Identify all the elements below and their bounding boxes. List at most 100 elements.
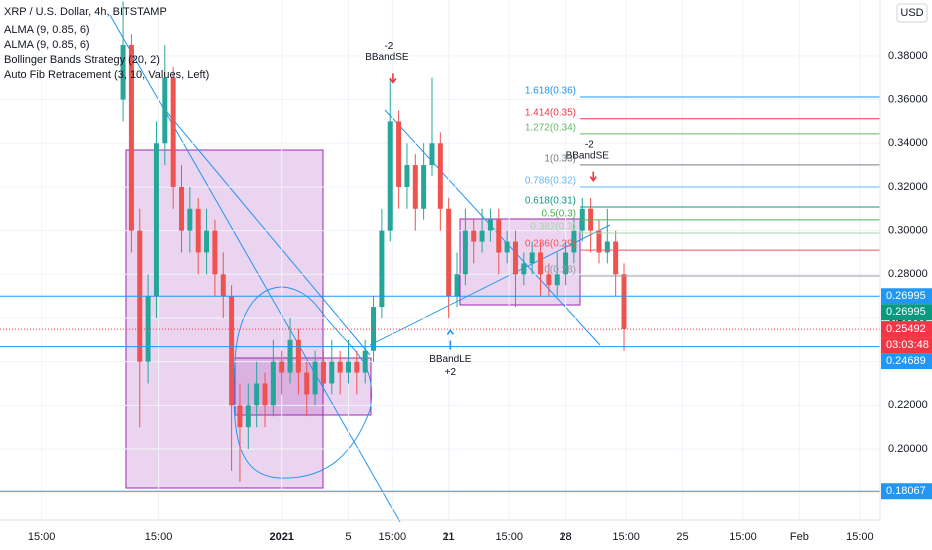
fib-label: 0(0.28) bbox=[544, 265, 576, 276]
currency-button[interactable] bbox=[896, 3, 928, 23]
candle-body bbox=[396, 121, 402, 187]
x-tick-label: 15:00 bbox=[729, 531, 757, 543]
price-tag bbox=[881, 304, 932, 321]
marks bbox=[0, 1, 880, 492]
y-tick-label: 0.22000 bbox=[888, 399, 928, 411]
candle-body bbox=[446, 208, 452, 297]
candle-body bbox=[479, 230, 485, 242]
candle-body bbox=[179, 186, 185, 231]
candle-body bbox=[404, 165, 410, 187]
signal-arrow bbox=[389, 73, 397, 84]
candle-body bbox=[421, 165, 427, 209]
candle-body bbox=[429, 143, 435, 166]
fib-label: 0.5(0.3) bbox=[542, 209, 576, 220]
candle-body bbox=[295, 339, 301, 373]
price-tag-label: 0.24689 bbox=[886, 355, 926, 367]
candle-body bbox=[379, 230, 385, 308]
y-tick-label: 0.28000 bbox=[888, 268, 928, 280]
candle-body bbox=[613, 241, 619, 275]
candle-body bbox=[162, 77, 168, 144]
candle-body bbox=[496, 219, 502, 253]
legend-item: ALMA (9, 0.85, 6) bbox=[4, 24, 90, 36]
fib-label: 1.618(0.36) bbox=[525, 86, 576, 97]
candle-body bbox=[312, 361, 318, 395]
x-tick-label: 15:00 bbox=[379, 531, 407, 543]
candle-body bbox=[204, 230, 210, 253]
price-tag-label: 0.25492 bbox=[886, 323, 926, 335]
x-tick-label: 15:00 bbox=[28, 531, 56, 543]
legend-item: ALMA (9, 0.85, 6) bbox=[4, 39, 90, 51]
candle-body bbox=[554, 274, 560, 286]
x-tick-label: 15:00 bbox=[846, 531, 874, 543]
candle-body bbox=[153, 143, 159, 297]
x-tick-label: 5 bbox=[345, 531, 351, 543]
candle-body bbox=[262, 383, 268, 406]
candle-body bbox=[371, 307, 377, 351]
candle-body bbox=[529, 252, 535, 264]
candle-body bbox=[245, 405, 251, 428]
candle-body bbox=[563, 252, 569, 275]
currency[interactable]: USD bbox=[900, 7, 923, 19]
x-tick-label: 25 bbox=[676, 531, 688, 543]
y-tick-label: 0.34000 bbox=[888, 137, 928, 149]
candle-body bbox=[437, 143, 443, 209]
x-tick-label: 18 bbox=[559, 531, 571, 543]
candle-body bbox=[128, 44, 134, 231]
candle-body bbox=[538, 252, 544, 275]
fib-label: 0.382(0.3) bbox=[530, 222, 576, 233]
candle-body bbox=[521, 263, 527, 275]
x-tick-label: 2021 bbox=[269, 531, 293, 543]
y-tick-label: 0.32000 bbox=[888, 181, 928, 193]
signal-arrow bbox=[589, 171, 597, 182]
candle-body bbox=[187, 208, 193, 231]
y-tick-label: 0.38000 bbox=[888, 50, 928, 62]
y-tick-label: 0.30000 bbox=[888, 225, 928, 237]
trend-line bbox=[164, 109, 371, 356]
candle-body bbox=[195, 208, 201, 253]
signal-arrow bbox=[446, 329, 454, 350]
fib-label: 1.414(0.35) bbox=[525, 107, 576, 118]
candle-body bbox=[229, 296, 235, 406]
candle-body bbox=[254, 383, 260, 406]
signal-label: BBandSE bbox=[566, 150, 610, 161]
x-tick-label: 15:00 bbox=[612, 531, 640, 543]
x-tick-label: 11 bbox=[443, 531, 454, 543]
fib-label: 0.786(0.32) bbox=[525, 176, 576, 187]
signal-label: BBandSE bbox=[365, 52, 409, 63]
candle-body bbox=[354, 361, 360, 373]
candle-body bbox=[462, 230, 468, 275]
candle-body bbox=[120, 44, 126, 100]
candle-body bbox=[270, 361, 276, 406]
candle-body bbox=[504, 241, 510, 253]
candle-body bbox=[454, 274, 460, 297]
x-tick-label: Feb bbox=[790, 531, 809, 543]
candle-body bbox=[362, 350, 368, 373]
x-tick-label: 21 bbox=[443, 531, 455, 543]
candle-body bbox=[621, 274, 627, 329]
candle-body bbox=[337, 361, 343, 373]
y-tick-label: 0.20000 bbox=[888, 443, 928, 455]
candle-body bbox=[279, 361, 285, 373]
candle-body bbox=[329, 361, 335, 384]
candle-body bbox=[345, 361, 351, 373]
candle-body bbox=[170, 77, 176, 187]
candle-body bbox=[487, 219, 493, 231]
price-tag bbox=[881, 321, 932, 338]
fib-label: 1(0.33) bbox=[544, 154, 576, 165]
candle-body bbox=[512, 241, 518, 275]
price-tag bbox=[881, 353, 932, 370]
x-tick-label: 28 bbox=[559, 531, 571, 543]
legend-title: XRP / U.S. Dollar, 4h, BITSTAMP bbox=[4, 6, 167, 18]
price-tag-label: 0.18067 bbox=[886, 485, 926, 497]
candle-body bbox=[596, 230, 602, 253]
candle-body bbox=[212, 230, 218, 275]
signal-label: BBandLE bbox=[429, 354, 472, 365]
trend-line bbox=[369, 224, 611, 346]
price-tag bbox=[881, 337, 932, 354]
signal-qty: -2 bbox=[384, 41, 393, 52]
candle-body bbox=[287, 339, 293, 373]
candle-body bbox=[145, 296, 151, 362]
signal-qty: +2 bbox=[445, 367, 457, 378]
price-tag-label: 03:03:48 bbox=[886, 339, 929, 351]
